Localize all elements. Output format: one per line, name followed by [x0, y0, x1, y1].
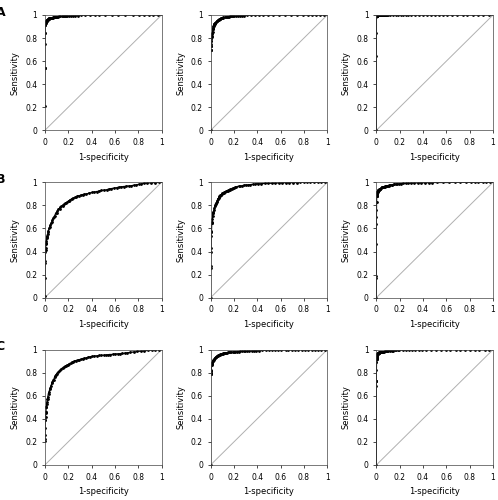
Y-axis label: Sensitivity: Sensitivity [342, 386, 351, 429]
X-axis label: 1-specificity: 1-specificity [244, 320, 294, 329]
Text: C: C [0, 340, 5, 353]
X-axis label: 1-specificity: 1-specificity [409, 487, 460, 496]
X-axis label: 1-specificity: 1-specificity [409, 152, 460, 162]
X-axis label: 1-specificity: 1-specificity [78, 320, 128, 329]
Y-axis label: Sensitivity: Sensitivity [10, 218, 19, 262]
Y-axis label: Sensitivity: Sensitivity [10, 51, 19, 94]
Text: B: B [0, 173, 5, 186]
Y-axis label: Sensitivity: Sensitivity [176, 386, 185, 429]
X-axis label: 1-specificity: 1-specificity [409, 320, 460, 329]
X-axis label: 1-specificity: 1-specificity [78, 152, 128, 162]
Y-axis label: Sensitivity: Sensitivity [342, 51, 351, 94]
Text: A: A [0, 6, 5, 19]
X-axis label: 1-specificity: 1-specificity [244, 152, 294, 162]
X-axis label: 1-specificity: 1-specificity [78, 487, 128, 496]
X-axis label: 1-specificity: 1-specificity [244, 487, 294, 496]
Y-axis label: Sensitivity: Sensitivity [176, 218, 185, 262]
Y-axis label: Sensitivity: Sensitivity [176, 51, 185, 94]
Y-axis label: Sensitivity: Sensitivity [342, 218, 351, 262]
Y-axis label: Sensitivity: Sensitivity [10, 386, 19, 429]
